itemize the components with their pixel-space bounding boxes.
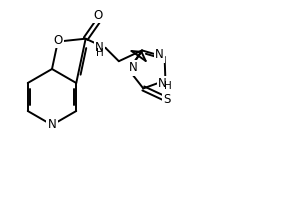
- Text: H: H: [164, 81, 171, 91]
- Text: N: N: [158, 77, 167, 90]
- Text: S: S: [164, 93, 171, 106]
- Text: O: O: [53, 34, 62, 47]
- Text: N: N: [95, 41, 103, 54]
- Text: N: N: [155, 48, 164, 61]
- Text: O: O: [94, 9, 103, 22]
- Text: H: H: [96, 48, 103, 58]
- Text: N: N: [128, 61, 137, 74]
- Text: N: N: [48, 118, 56, 132]
